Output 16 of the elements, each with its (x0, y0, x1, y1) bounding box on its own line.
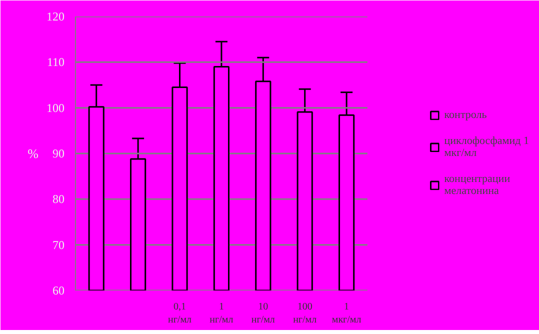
legend-label: циклофосфамид 1 мкг/мл (444, 135, 529, 159)
y-axis-title: % (28, 146, 39, 161)
y-tick-label: 90 (52, 146, 64, 160)
y-tick-label: 100 (46, 100, 64, 115)
x-tick-label: 1 нг/мл (210, 302, 234, 326)
y-tick-label: 70 (52, 238, 64, 252)
x-tick-label: 100 нг/мл (293, 302, 317, 326)
legend-label: контроль (444, 109, 488, 121)
y-tick-label: 120 (46, 10, 64, 24)
x-tick-label: 1 мкг/мл (332, 302, 362, 326)
y-tick-label: 110 (46, 55, 65, 70)
y-tick-label: 80 (52, 192, 64, 206)
x-tick-label: 10 нг/мл (251, 302, 275, 326)
y-tick-label: 60 (52, 284, 64, 298)
x-tick-label: 0,1 нг/мл (168, 302, 192, 326)
legend-label: концентрации мелатонина (444, 173, 510, 197)
